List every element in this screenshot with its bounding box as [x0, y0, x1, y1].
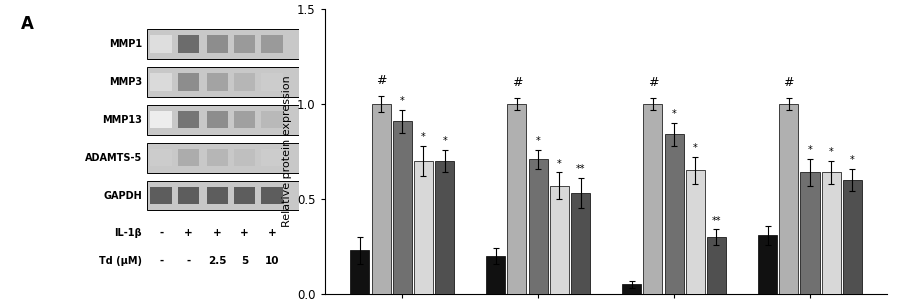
Bar [758, 235, 777, 294]
Bar [261, 187, 283, 204]
Bar [206, 111, 228, 128]
Bar [393, 121, 412, 294]
Bar [150, 111, 172, 128]
Text: *: * [557, 158, 561, 168]
Bar [350, 250, 369, 294]
Bar [435, 161, 454, 294]
Bar [206, 35, 228, 53]
Text: *: * [421, 132, 426, 142]
Text: +: + [213, 228, 222, 238]
Bar [779, 104, 798, 294]
Bar [150, 149, 172, 166]
Bar [529, 159, 548, 294]
Bar [206, 73, 228, 91]
Bar [150, 187, 172, 204]
Text: +: + [241, 228, 249, 238]
Text: #: # [648, 76, 658, 89]
Text: GAPDH: GAPDH [103, 191, 141, 201]
Bar [234, 73, 255, 91]
Text: MMP13: MMP13 [102, 115, 141, 125]
Text: #: # [512, 76, 523, 89]
Bar [177, 111, 199, 128]
Bar [507, 104, 526, 294]
Text: *: * [850, 155, 855, 165]
Bar [800, 172, 820, 294]
Bar [148, 143, 299, 173]
Bar [261, 73, 283, 91]
Text: MMP3: MMP3 [109, 77, 141, 87]
Bar [261, 35, 283, 53]
Text: +: + [184, 228, 193, 238]
Bar [150, 35, 172, 53]
Bar [686, 171, 705, 294]
Bar [822, 172, 841, 294]
Text: *: * [536, 136, 541, 146]
Text: 2.5: 2.5 [208, 256, 226, 266]
Text: MMP1: MMP1 [109, 39, 141, 49]
Bar [371, 104, 391, 294]
Text: *: * [829, 147, 833, 157]
Bar [571, 193, 590, 294]
Bar [234, 35, 255, 53]
Bar [177, 187, 199, 204]
Bar [842, 180, 862, 294]
Text: Td (μM): Td (μM) [99, 256, 141, 266]
Text: -: - [159, 256, 163, 266]
Text: #: # [784, 76, 794, 89]
Bar [643, 104, 662, 294]
Text: **: ** [712, 215, 721, 225]
Bar [487, 256, 505, 294]
Text: IL-1β: IL-1β [114, 228, 141, 238]
Bar [148, 105, 299, 135]
Text: +: + [268, 228, 277, 238]
Bar [622, 285, 642, 294]
Bar [148, 181, 299, 211]
Bar [148, 29, 299, 59]
Bar [261, 111, 283, 128]
Bar [234, 111, 255, 128]
Text: *: * [400, 96, 405, 106]
Text: 10: 10 [265, 256, 279, 266]
Text: A: A [21, 15, 33, 33]
Bar [177, 73, 199, 91]
Text: -: - [159, 228, 163, 238]
Text: ADAMTS-5: ADAMTS-5 [85, 153, 141, 163]
Text: *: * [807, 145, 813, 155]
Bar [234, 149, 255, 166]
Text: B: B [251, 0, 264, 3]
Bar [707, 237, 726, 294]
Bar [177, 35, 199, 53]
Bar [148, 67, 299, 97]
Text: *: * [693, 143, 697, 153]
Bar [665, 135, 684, 294]
Bar [261, 149, 283, 166]
Text: **: ** [576, 164, 586, 174]
Bar [234, 187, 255, 204]
Bar [414, 161, 433, 294]
Bar [206, 149, 228, 166]
Bar [150, 73, 172, 91]
Bar [550, 186, 569, 294]
Text: #: # [376, 74, 387, 87]
Text: *: * [442, 136, 447, 146]
Text: 5: 5 [241, 256, 249, 266]
Bar [206, 187, 228, 204]
Text: -: - [187, 256, 191, 266]
Bar [177, 149, 199, 166]
Y-axis label: Relative protein expression: Relative protein expression [281, 76, 292, 227]
Text: *: * [671, 109, 677, 119]
